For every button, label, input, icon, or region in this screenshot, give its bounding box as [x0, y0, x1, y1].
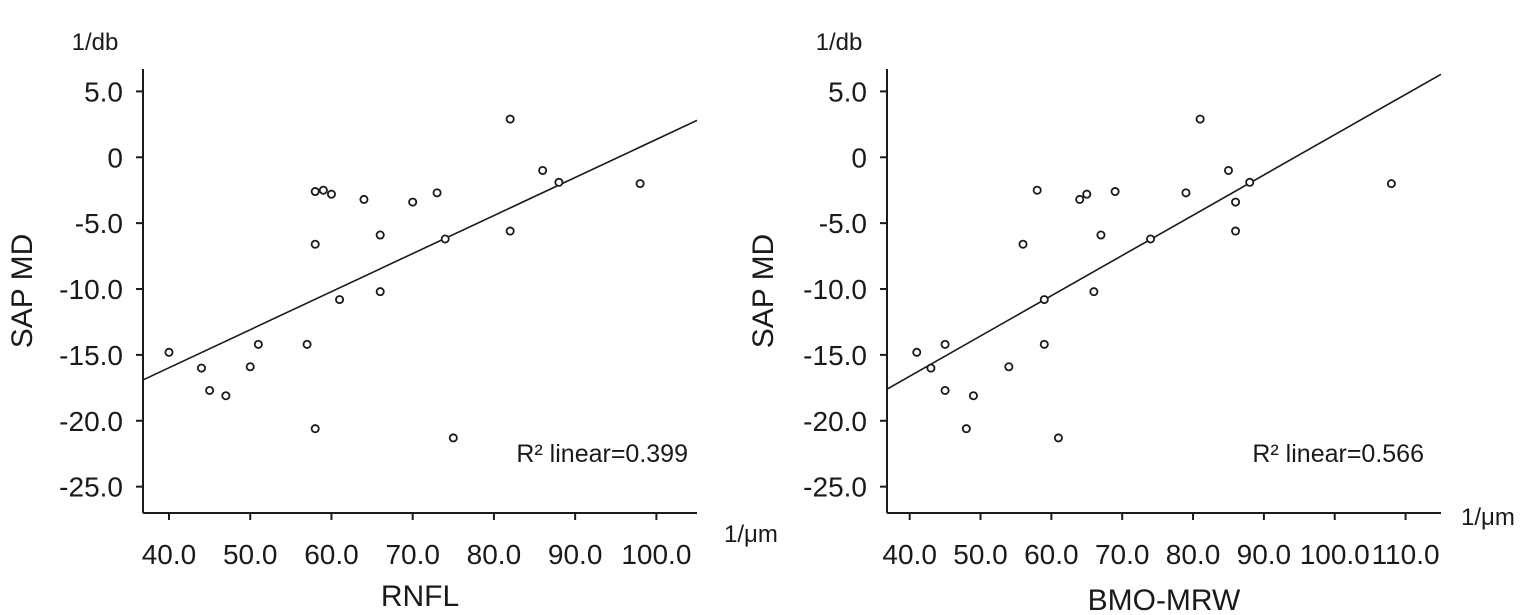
x-tick-label: 50.0: [223, 539, 278, 570]
y-tick-label: -10.0: [59, 274, 123, 305]
data-point: [1096, 230, 1106, 240]
x-unit-label: 1/μm: [1461, 504, 1515, 531]
y-tick-label: 0: [107, 142, 123, 173]
data-point: [164, 347, 174, 357]
data-point: [375, 230, 385, 240]
data-point: [310, 424, 320, 434]
r-squared-annotation: R² linear=0.566: [1252, 440, 1424, 468]
x-axis-title: RNFL: [381, 580, 459, 613]
data-point: [310, 187, 320, 197]
x-tick-label: 40.0: [142, 539, 197, 570]
y-tick-label: 5.0: [84, 76, 123, 107]
data-point: [940, 385, 950, 395]
data-point: [432, 188, 442, 198]
x-tick-label: 100.0: [621, 539, 691, 570]
x-tick-label: 40.0: [882, 539, 937, 570]
data-point: [448, 433, 458, 443]
data-point: [1110, 187, 1120, 197]
y-tick-label: -10.0: [803, 274, 867, 305]
data-point: [375, 287, 385, 297]
data-point: [1039, 339, 1049, 349]
data-point: [505, 114, 515, 124]
data-point: [1039, 295, 1049, 305]
data-point: [1075, 194, 1085, 204]
data-point: [408, 197, 418, 207]
x-tick-label: 80.0: [467, 539, 522, 570]
y-axis-title: SAP MD: [747, 234, 780, 348]
y-tick-label: -20.0: [59, 406, 123, 437]
data-point: [961, 424, 971, 434]
data-point: [326, 189, 336, 199]
x-axis-title: BMO-MRW: [1088, 584, 1241, 615]
x-tick-label: 50.0: [953, 539, 1008, 570]
data-point: [1223, 165, 1233, 175]
data-point: [253, 339, 263, 349]
data-point: [538, 165, 548, 175]
data-point: [1004, 362, 1014, 372]
y-tick-label: -25.0: [803, 472, 867, 503]
data-point: [221, 391, 231, 401]
data-point: [554, 177, 564, 187]
y-tick-label: 5.0: [828, 76, 867, 107]
data-point: [926, 363, 936, 373]
x-unit-label: 1/μm: [724, 521, 778, 548]
x-tick-label: 100.0: [1300, 539, 1370, 570]
data-point: [1032, 185, 1042, 195]
y-tick-label: -25.0: [59, 472, 123, 503]
data-point: [1089, 287, 1099, 297]
data-point: [302, 339, 312, 349]
y-tick-label: -15.0: [59, 340, 123, 371]
y-tick-label: -5.0: [819, 208, 867, 239]
data-point: [1231, 197, 1241, 207]
x-tick-label: 80.0: [1166, 539, 1221, 570]
x-tick-label: 70.0: [385, 539, 440, 570]
y-unit-label: 1/db: [816, 29, 863, 56]
data-point: [205, 385, 215, 395]
data-point: [359, 194, 369, 204]
x-tick-label: 90.0: [548, 539, 603, 570]
data-point: [196, 363, 206, 373]
data-point: [1181, 188, 1191, 198]
data-point: [1231, 226, 1241, 236]
data-point: [968, 391, 978, 401]
x-tick-label: 60.0: [304, 539, 359, 570]
chart-panel-1: 5.0 0 -5.0 -10.0 -15.0 -20.0 -25.0 40.0 50.0 60.0…: [6, 29, 778, 613]
data-point: [1053, 433, 1063, 443]
y-tick-label: 0: [851, 142, 867, 173]
y-tick-label: -5.0: [75, 208, 123, 239]
data-point: [1082, 189, 1092, 199]
chart-panel-2: 5.0 0 -5.0 -10.0 -15.0 -20.0 -25.0 40.0 50.0 60.0…: [747, 29, 1515, 615]
regression-line: [886, 73, 1442, 390]
data-point: [505, 226, 515, 236]
regression-line: [142, 119, 698, 381]
data-point: [1146, 234, 1156, 244]
y-tick-label: -20.0: [803, 406, 867, 437]
x-tick-label: 110.0: [1372, 539, 1440, 570]
data-point: [912, 347, 922, 357]
y-axis-title: SAP MD: [6, 234, 39, 348]
r-squared-annotation: R² linear=0.399: [516, 440, 688, 468]
data-point: [940, 339, 950, 349]
data-point: [318, 185, 328, 195]
data-point: [1018, 239, 1028, 249]
data-point: [335, 295, 345, 305]
data-point: [440, 234, 450, 244]
data-point: [310, 239, 320, 249]
y-tick-label: -15.0: [803, 340, 867, 371]
x-tick-label: 90.0: [1237, 539, 1292, 570]
data-point: [1195, 114, 1205, 124]
data-point: [1386, 179, 1396, 189]
data-point: [1245, 177, 1255, 187]
x-tick-label: 60.0: [1024, 539, 1079, 570]
y-unit-label: 1/db: [72, 29, 119, 56]
data-point: [245, 362, 255, 372]
x-tick-label: 70.0: [1095, 539, 1150, 570]
data-point: [635, 179, 645, 189]
